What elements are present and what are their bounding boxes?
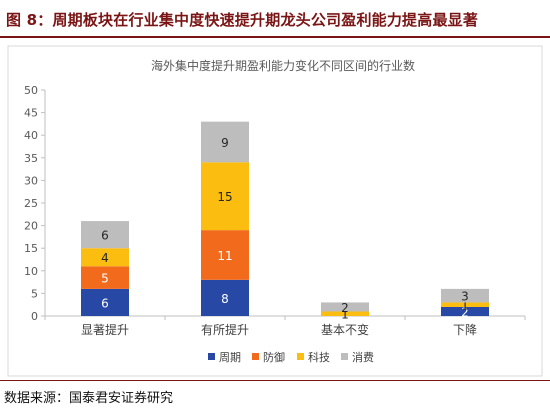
data-label: 2 bbox=[461, 305, 469, 319]
bar-segment bbox=[81, 221, 129, 249]
legend-label: 周期 bbox=[219, 351, 241, 364]
data-label: 1 bbox=[341, 308, 349, 322]
data-label: 15 bbox=[217, 190, 232, 204]
y-tick-label: 40 bbox=[24, 129, 38, 142]
data-label: 6 bbox=[101, 296, 109, 310]
bar-segment bbox=[201, 279, 249, 316]
y-tick-label: 0 bbox=[31, 310, 38, 323]
title-rule bbox=[0, 36, 550, 38]
bar-segment bbox=[441, 302, 489, 307]
y-tick-label: 50 bbox=[24, 84, 38, 97]
legend-swatch bbox=[297, 353, 304, 360]
bar-segment bbox=[441, 288, 489, 303]
y-tick-label: 10 bbox=[24, 265, 38, 278]
data-label: 2 bbox=[341, 301, 349, 315]
bar-segment bbox=[81, 248, 129, 267]
bar-segment bbox=[201, 230, 249, 280]
legend: 周期 防御 科技 消费 bbox=[208, 350, 374, 364]
bar-segment bbox=[321, 302, 369, 312]
figure-title: 图 8：周期板块在行业集中度快速提升期龙头公司盈利能力提高最显著 bbox=[6, 11, 479, 29]
y-tick-label: 35 bbox=[24, 152, 38, 165]
bar-segment bbox=[201, 121, 249, 163]
data-label: 1 bbox=[461, 299, 469, 313]
bar-segment bbox=[321, 311, 369, 316]
data-label: 8 bbox=[221, 292, 229, 306]
y-tick-label: 30 bbox=[24, 174, 38, 187]
y-axis: 0 5 10 15 20 25 30 35 40 45 50 bbox=[24, 84, 46, 323]
source-note: 数据来源：国泰君安证券研究 bbox=[4, 391, 174, 406]
legend-swatch bbox=[252, 353, 259, 360]
source-rule bbox=[0, 380, 550, 381]
legend-swatch bbox=[341, 353, 348, 360]
x-tick-label: 下降 bbox=[453, 323, 477, 337]
y-tick-label: 15 bbox=[24, 242, 38, 255]
chart-frame bbox=[7, 45, 543, 377]
legend-label: 消费 bbox=[352, 350, 374, 364]
data-label: 6 bbox=[101, 229, 109, 243]
data-label: 3 bbox=[461, 290, 469, 304]
bar-segment bbox=[201, 162, 249, 231]
data-label: 11 bbox=[217, 249, 232, 263]
x-tick-label: 有所提升 bbox=[201, 322, 249, 337]
data-label: 4 bbox=[101, 251, 109, 265]
legend-label: 科技 bbox=[308, 350, 330, 364]
data-label: 9 bbox=[221, 136, 229, 150]
y-tick-label: 5 bbox=[31, 287, 38, 300]
legend-label: 防御 bbox=[263, 350, 285, 364]
x-tick-label: 基本不变 bbox=[321, 322, 369, 337]
stacked-bar-chart: 海外集中度提升期盈利能力变化不同区间的行业数 05101520253035404… bbox=[7, 45, 543, 377]
bar-segment bbox=[441, 306, 489, 316]
data-label: 5 bbox=[101, 272, 109, 286]
bar-segment bbox=[81, 266, 129, 289]
y-tick-label: 25 bbox=[24, 197, 38, 210]
y-tick-label: 20 bbox=[24, 220, 38, 233]
bar-segment bbox=[81, 288, 129, 316]
x-tick-label: 显著提升 bbox=[81, 322, 129, 337]
y-tick-label: 45 bbox=[24, 107, 38, 120]
legend-swatch bbox=[208, 353, 215, 360]
chart-title: 海外集中度提升期盈利能力变化不同区间的行业数 bbox=[151, 58, 415, 73]
